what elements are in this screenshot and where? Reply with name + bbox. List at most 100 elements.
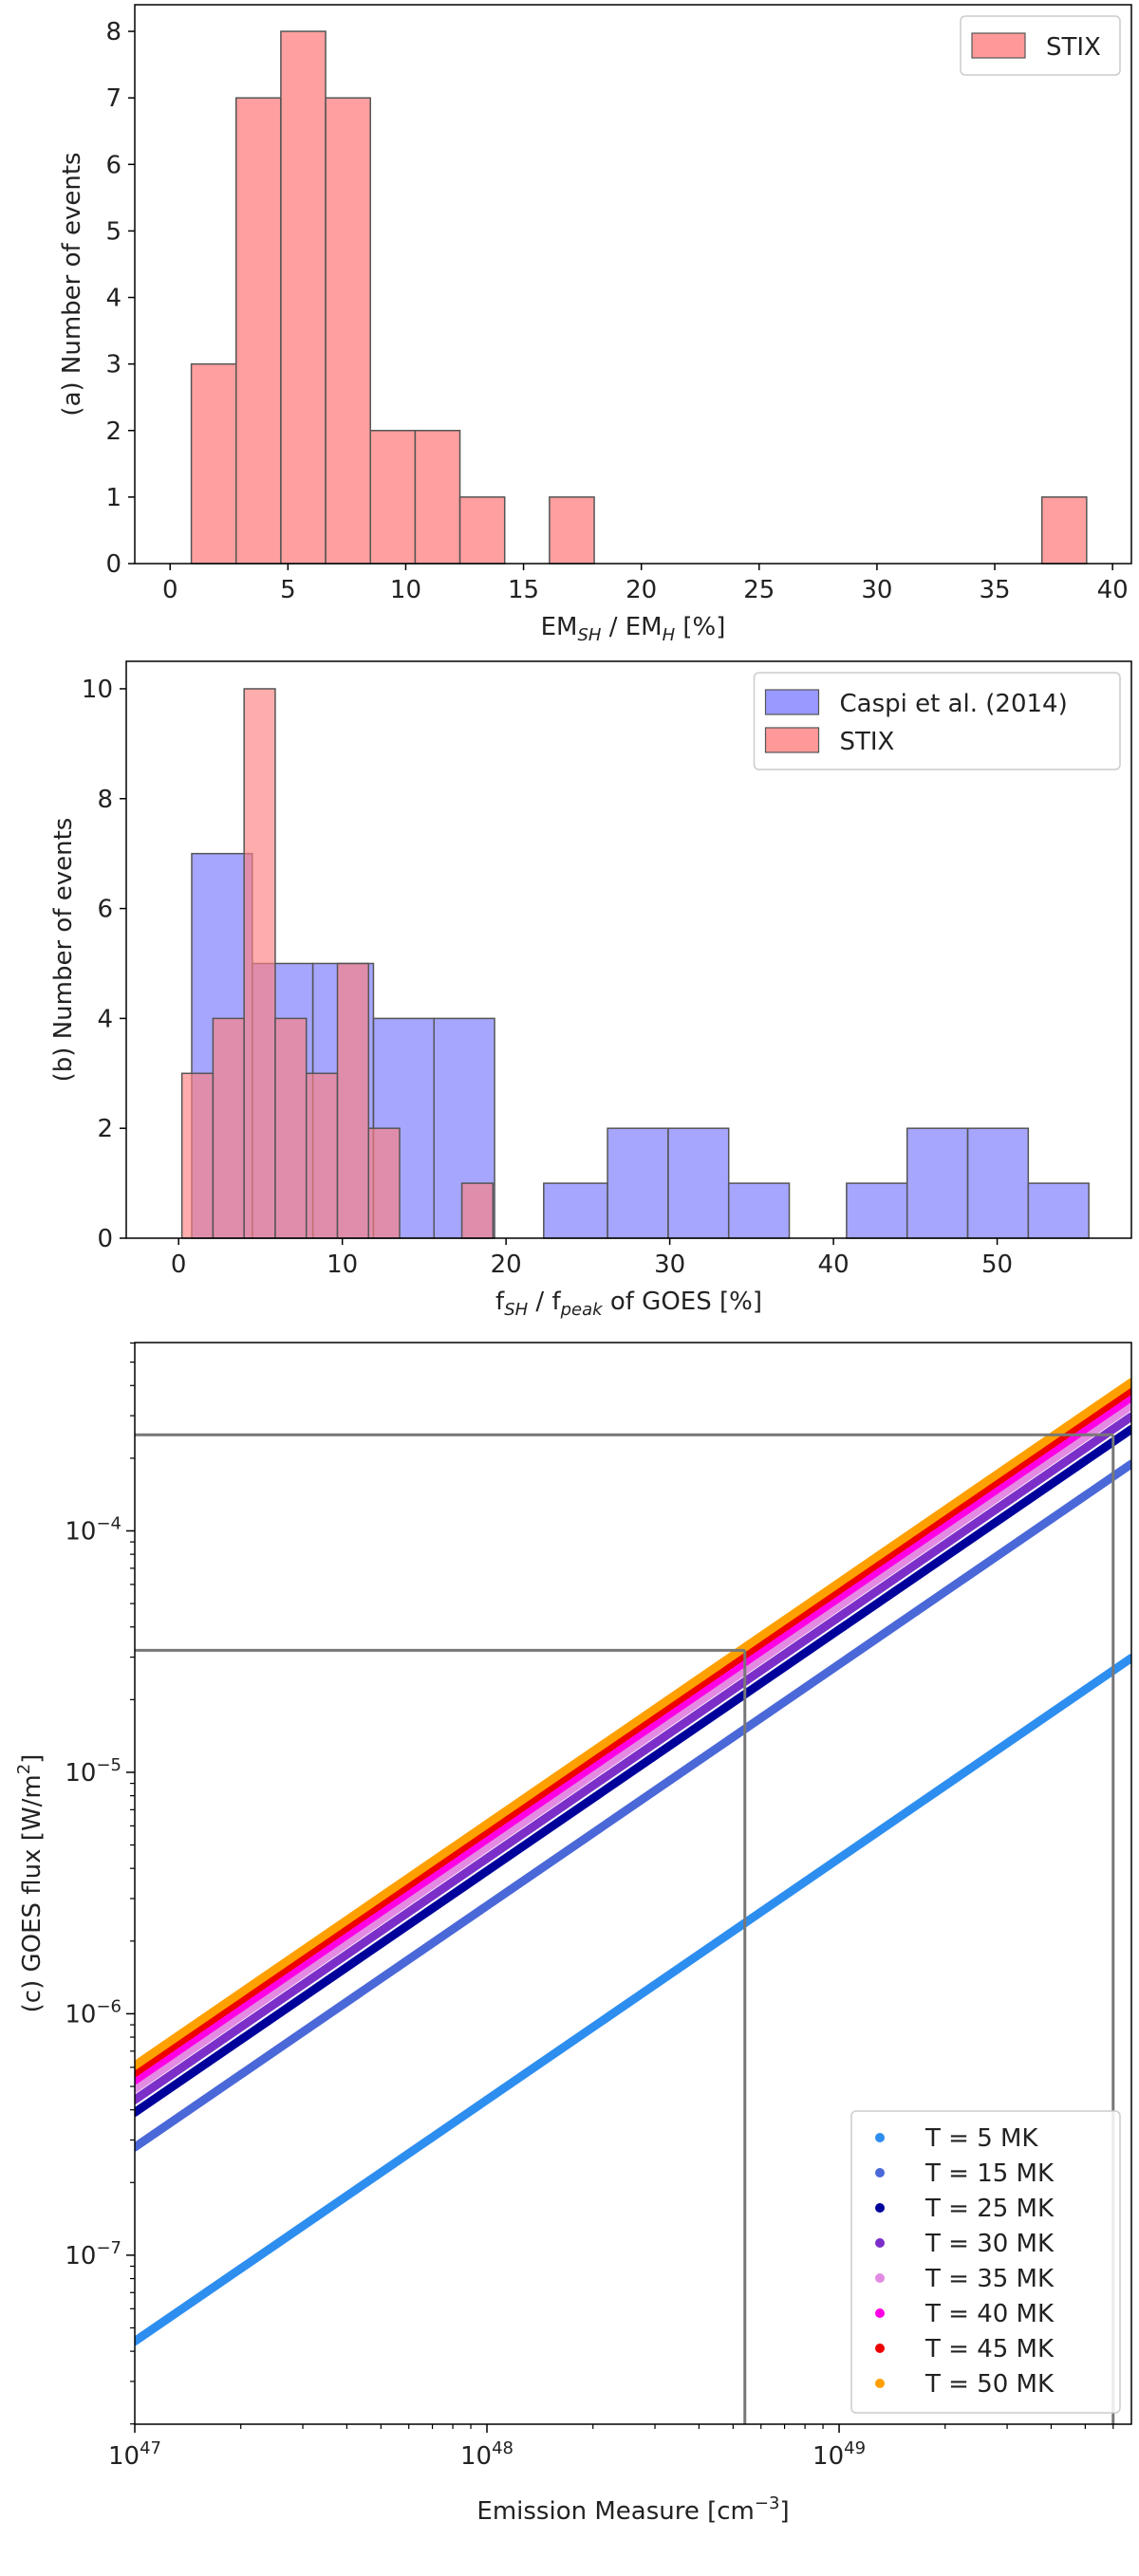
series-line-7 bbox=[135, 1384, 1131, 2078]
x-tick-label: 30 bbox=[654, 1251, 685, 1279]
panel-a-histogram: 0 5 10 15 20 25 30 35 40 0 1 2 3 4 5 6 7 8 (a) Number of e… bbox=[58, 4, 1132, 645]
bar bbox=[190, 362, 237, 565]
bar bbox=[543, 1182, 608, 1239]
bar bbox=[549, 496, 595, 565]
x-tick-label: 10 bbox=[327, 1251, 358, 1279]
bar bbox=[243, 688, 276, 1239]
x-tick-label: 20 bbox=[626, 576, 657, 604]
x-tick-label: 1049 bbox=[812, 2438, 866, 2471]
bar bbox=[212, 1017, 245, 1239]
y-tick-label: 1 bbox=[105, 484, 121, 512]
legend-label: T = 40 MK bbox=[924, 2300, 1055, 2328]
bar bbox=[325, 97, 371, 565]
bar bbox=[458, 496, 506, 565]
series-lines bbox=[135, 1378, 1131, 2346]
bar bbox=[460, 1182, 495, 1239]
y-tick-label: 0 bbox=[97, 1225, 113, 1253]
legend-label: Caspi et al. (2014) bbox=[840, 690, 1068, 718]
bar bbox=[367, 1127, 401, 1239]
x-tick-label: 35 bbox=[979, 576, 1010, 604]
panel-b-histogram: 0 10 20 30 40 50 0 2 4 6 8 10 (b) Number of events fS… bbox=[49, 660, 1132, 1320]
x-tick-label: 1047 bbox=[108, 2438, 161, 2471]
bar bbox=[966, 1127, 1030, 1239]
bar bbox=[234, 97, 282, 565]
bar bbox=[1027, 1182, 1090, 1239]
bar bbox=[906, 1127, 969, 1239]
bar bbox=[667, 1127, 730, 1239]
legend-swatch bbox=[971, 32, 1026, 59]
bar bbox=[336, 962, 370, 1239]
x-tick-label: 0 bbox=[162, 576, 178, 604]
y-tick-label: 10−5 bbox=[65, 1755, 121, 1788]
bar bbox=[1040, 496, 1088, 565]
legend-marker bbox=[875, 2379, 885, 2388]
axes-frame bbox=[125, 660, 1132, 1239]
x-tick-label: 30 bbox=[861, 576, 892, 604]
series-line-8 bbox=[135, 1378, 1131, 2070]
legend-label: T = 50 MK bbox=[924, 2370, 1055, 2399]
legend-swatch bbox=[764, 727, 820, 753]
y-tick-label: 6 bbox=[105, 151, 121, 179]
y-tick-label: 5 bbox=[105, 217, 121, 246]
x-tick-label: 25 bbox=[743, 576, 775, 604]
y-axis-label: (b) Number of events bbox=[49, 818, 78, 1083]
series-line-1 bbox=[135, 1653, 1131, 2346]
x-tick-label: 50 bbox=[981, 1251, 1013, 1279]
axes-frame bbox=[134, 4, 1132, 565]
legend-marker bbox=[875, 2344, 885, 2353]
series-line-6 bbox=[135, 1392, 1131, 2085]
legend-marker bbox=[875, 2308, 885, 2318]
x-axis-label: EMSH / EMH [%] bbox=[541, 613, 726, 645]
y-tick-label: 0 bbox=[105, 550, 121, 579]
bar bbox=[305, 1072, 339, 1239]
bar bbox=[280, 30, 327, 565]
bar bbox=[727, 1182, 791, 1239]
y-tick-label: 4 bbox=[97, 1005, 113, 1033]
x-tick-label: 20 bbox=[491, 1251, 522, 1279]
legend: STIX bbox=[960, 15, 1121, 76]
legend-box bbox=[850, 2110, 1121, 2414]
legend-label: T = 35 MK bbox=[924, 2265, 1055, 2293]
x-tick-label: 40 bbox=[1097, 576, 1129, 604]
legend-swatch bbox=[764, 689, 820, 715]
y-tick-label: 10 bbox=[82, 676, 113, 704]
y-tick-label: 8 bbox=[105, 18, 121, 46]
legend-box bbox=[960, 15, 1121, 76]
x-axis-label: fSH / fpeak of GOES [%] bbox=[495, 1288, 762, 1320]
y-axis-label: (c) GOES flux [W/m2] bbox=[14, 1754, 47, 2013]
y-tick-label: 3 bbox=[105, 351, 121, 380]
legend-label: T = 5 MK bbox=[924, 2124, 1038, 2153]
y-tick-label: 4 bbox=[105, 285, 121, 313]
x-tick-label: 40 bbox=[818, 1251, 850, 1279]
series-stix bbox=[190, 30, 1088, 565]
legend-marker bbox=[875, 2238, 885, 2248]
legend: Caspi et al. (2014) STIX bbox=[753, 672, 1121, 770]
y-tick-label: 2 bbox=[97, 1115, 113, 1143]
y-tick-label: 2 bbox=[105, 417, 121, 446]
bar bbox=[369, 430, 417, 565]
y-tick-label: 10−7 bbox=[65, 2238, 121, 2270]
bar bbox=[846, 1182, 908, 1239]
legend-marker bbox=[875, 2273, 885, 2283]
series-line-5 bbox=[135, 1400, 1131, 2093]
panel-c-goes-flux-plot: 1047 1048 1049 10−7 10−6 10−5 10−4 (c) GOES flu… bbox=[14, 1342, 1132, 2526]
series-line-3 bbox=[135, 1424, 1131, 2117]
legend-label: T = 30 MK bbox=[924, 2230, 1055, 2258]
x-tick-label: 10 bbox=[390, 576, 421, 604]
legend: T = 5 MK T = 15 MK T = 25 MK T = 30 MK T = 3… bbox=[850, 2110, 1121, 2414]
legend-label: STIX bbox=[1046, 33, 1101, 62]
x-tick-label: 15 bbox=[508, 576, 539, 604]
bar bbox=[274, 1017, 308, 1239]
bar bbox=[607, 1127, 669, 1239]
x-tick-label: 1048 bbox=[460, 2438, 513, 2471]
legend-label: T = 45 MK bbox=[924, 2335, 1055, 2363]
y-tick-label: 6 bbox=[97, 896, 113, 924]
x-axis-label: Emission Measure [cm−3] bbox=[476, 2493, 789, 2526]
series-stix bbox=[180, 688, 495, 1239]
legend-label: T = 15 MK bbox=[924, 2159, 1055, 2188]
legend-label: STIX bbox=[840, 728, 895, 756]
x-tick-label: 5 bbox=[280, 576, 296, 604]
y-tick-label: 10−6 bbox=[65, 1996, 121, 2029]
legend-marker bbox=[875, 2133, 885, 2142]
